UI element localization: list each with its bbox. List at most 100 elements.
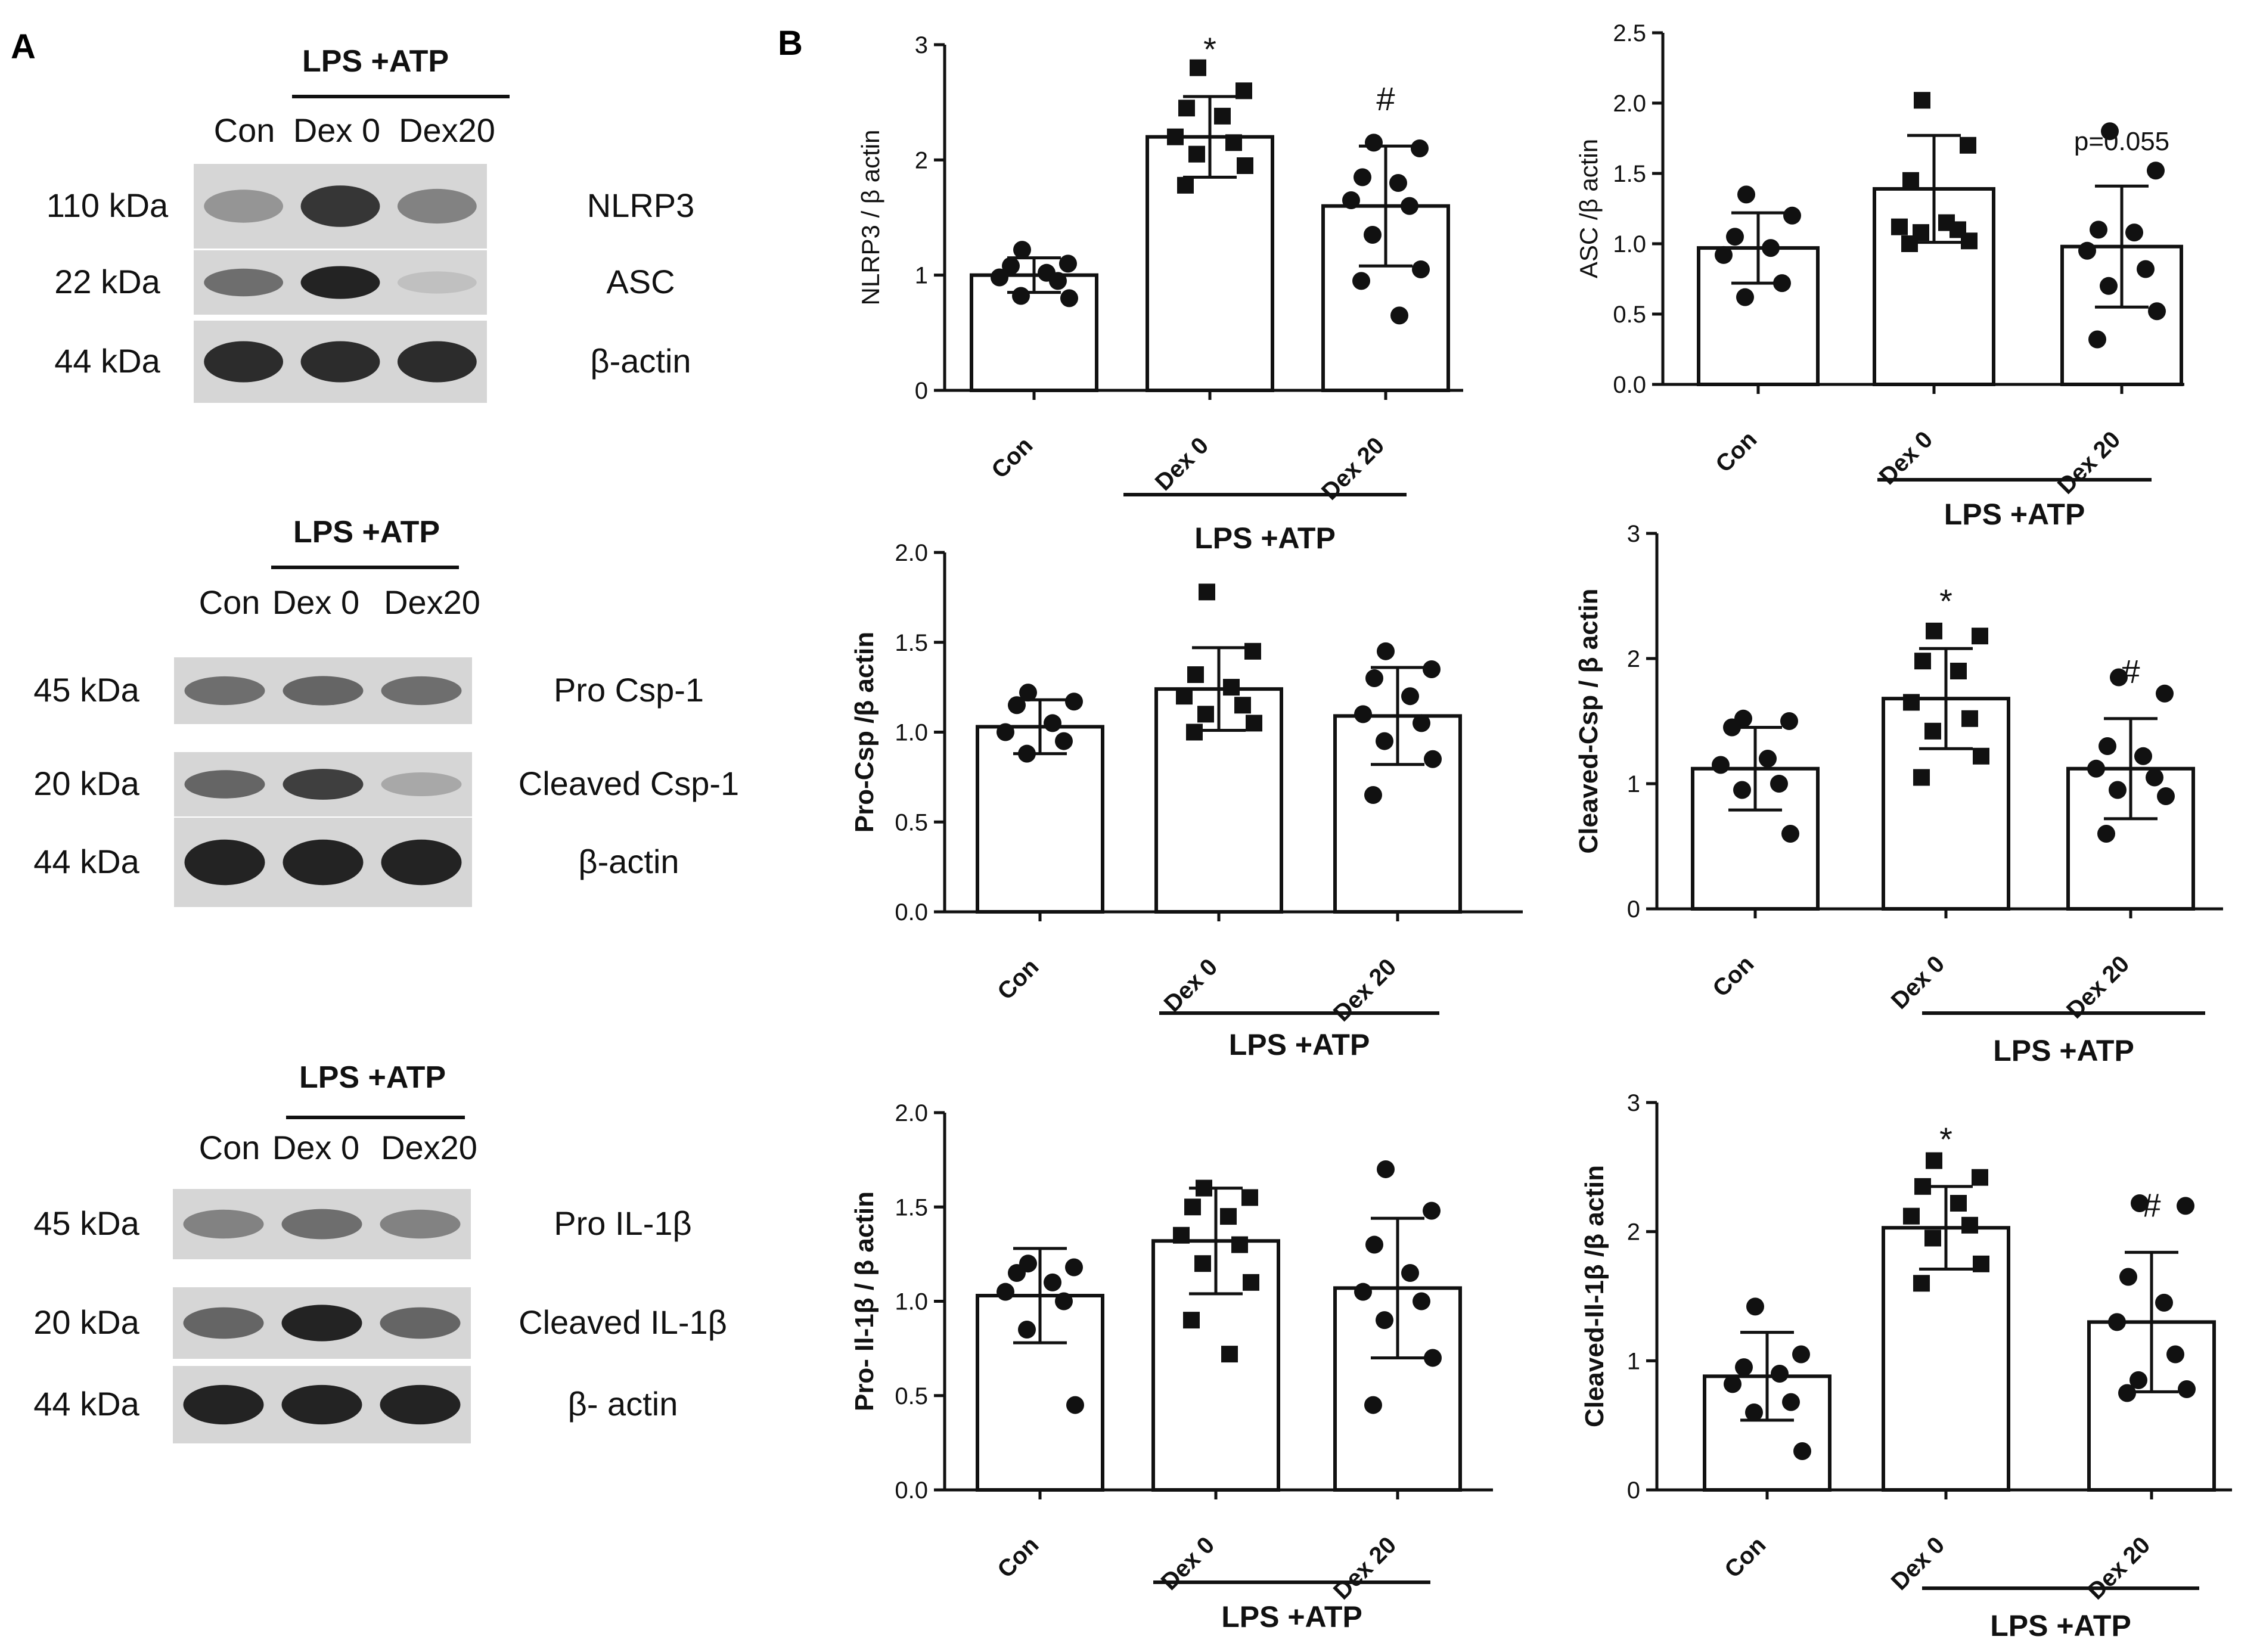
data-point [1177,176,1194,194]
data-point [1715,246,1733,264]
y-tick-label: 0.5 [895,809,928,836]
y-tick-label: 0.5 [1613,302,1646,328]
data-point [1167,128,1184,145]
blot-band [204,268,284,297]
data-point [1221,1346,1238,1363]
y-tick-label: 1.0 [895,720,928,746]
blot-protein-label: Cleaved IL-1β [519,1303,727,1341]
data-point [1220,1208,1237,1225]
data-point [1733,781,1751,799]
data-point [1973,747,1989,765]
data-point [1972,1169,1988,1186]
x-tick-label: Con [1708,951,1759,1002]
significance-marker: p=0.055 [2074,127,2169,156]
blot-protein-label: Pro IL-1β [554,1204,691,1242]
data-point [1365,133,1383,152]
blot-lane-label: Con [199,583,260,621]
data-point [2148,302,2166,321]
data-point [2087,759,2105,778]
data-point [1194,1255,1211,1272]
bar [1882,697,2010,911]
blot-band [397,271,477,294]
data-point [2129,1371,2147,1389]
blot-lane-label: Dex 0 [272,583,359,621]
data-point [2147,162,2165,180]
blot-protein-label: Pro Csp-1 [554,671,704,709]
y-tick-label: 1 [915,263,928,289]
data-point [2099,737,2116,755]
data-point [1401,197,1418,215]
blot-lane-label: Dex20 [399,111,495,149]
data-point [1770,775,1788,793]
data-point [1364,786,1382,805]
data-point [2100,277,2118,295]
blot-band [281,1209,362,1240]
y-tick-label: 1.0 [1613,231,1646,257]
y-axis-label: NLRP3 / β actin [856,130,884,306]
chart-6: 0 1 2 3 Cleaved-Il-1β /β actin Con Dex 0 * Dex 2… [1580,1090,2232,1642]
blot-band [283,839,364,886]
data-point [2166,1345,2184,1364]
western-blots: LPS +ATP Con Dex 0 Dex20 110 kDa NLRP3 22 kDa A… [33,44,739,1443]
chart-3: 0.0 0.5 1.0 1.5 2.0 Pro-Csp /β actin Con Dex 0 D… [850,540,1523,1061]
y-tick-label: 3 [1627,1090,1640,1116]
data-point [1914,92,1930,109]
data-point [1762,239,1780,257]
data-point [1364,226,1382,244]
blot-mw-label: 110 kDa [46,187,169,224]
y-tick-label: 1 [1627,1348,1640,1374]
data-point [2178,1380,2196,1398]
x-tick-label: Dex 20 [1328,1532,1401,1604]
data-point [2101,122,2119,141]
data-point [1342,191,1360,209]
y-tick-label: 2 [1627,1219,1640,1246]
data-point [2155,1293,2173,1312]
blot-treatment-header: LPS +ATP [302,44,449,79]
data-point [1065,1258,1083,1277]
data-point [1771,1365,1789,1383]
blot-band [380,1384,461,1425]
data-point [2119,1268,2137,1286]
panel-label-b: B [778,24,803,63]
data-point [1018,744,1036,763]
data-point [1401,687,1419,706]
data-point [1773,274,1791,293]
x-tick-label: Dex 20 [1328,954,1401,1026]
data-point [1225,134,1242,151]
data-point [1903,694,1920,711]
bar [976,725,1104,914]
y-tick-label: 0.0 [1613,372,1646,398]
data-point [1188,145,1205,163]
blot-2: LPS +ATP Con Dex 0 Dex20 45 kDa Pro Csp-1 20 k… [33,515,739,907]
data-point [1735,1358,1753,1377]
data-point [1018,1320,1036,1339]
blot-lane-label: Dex 0 [272,1129,359,1166]
blot-protein-label: β- actin [568,1385,678,1423]
blot-mw-label: 45 kDa [33,1204,139,1242]
data-point [1190,59,1206,76]
blot-3: LPS +ATP Con Dex 0 Dex20 45 kDa Pro IL-1β 20 k… [33,1060,727,1443]
significance-marker: # [2121,653,2140,690]
data-point [1724,1375,1742,1393]
data-point [1187,666,1204,684]
significance-marker: * [1939,582,1952,620]
data-point [1236,82,1252,100]
group-label: LPS +ATP [1194,521,1336,555]
y-tick-label: 2.0 [895,540,928,566]
data-point [1354,1283,1372,1301]
y-tick-label: 0.5 [895,1383,928,1409]
data-point [1365,1235,1383,1254]
group-label: LPS +ATP [1229,1028,1370,1061]
data-point [1365,669,1383,688]
blot-lane-label: Dex 0 [293,111,380,149]
data-point [1244,642,1261,660]
y-tick-label: 2 [915,147,928,173]
data-point [1237,157,1253,174]
data-point [1231,1236,1248,1253]
y-tick-label: 3 [915,32,928,58]
blot-band [283,769,364,800]
y-tick-label: 1 [1627,771,1640,797]
